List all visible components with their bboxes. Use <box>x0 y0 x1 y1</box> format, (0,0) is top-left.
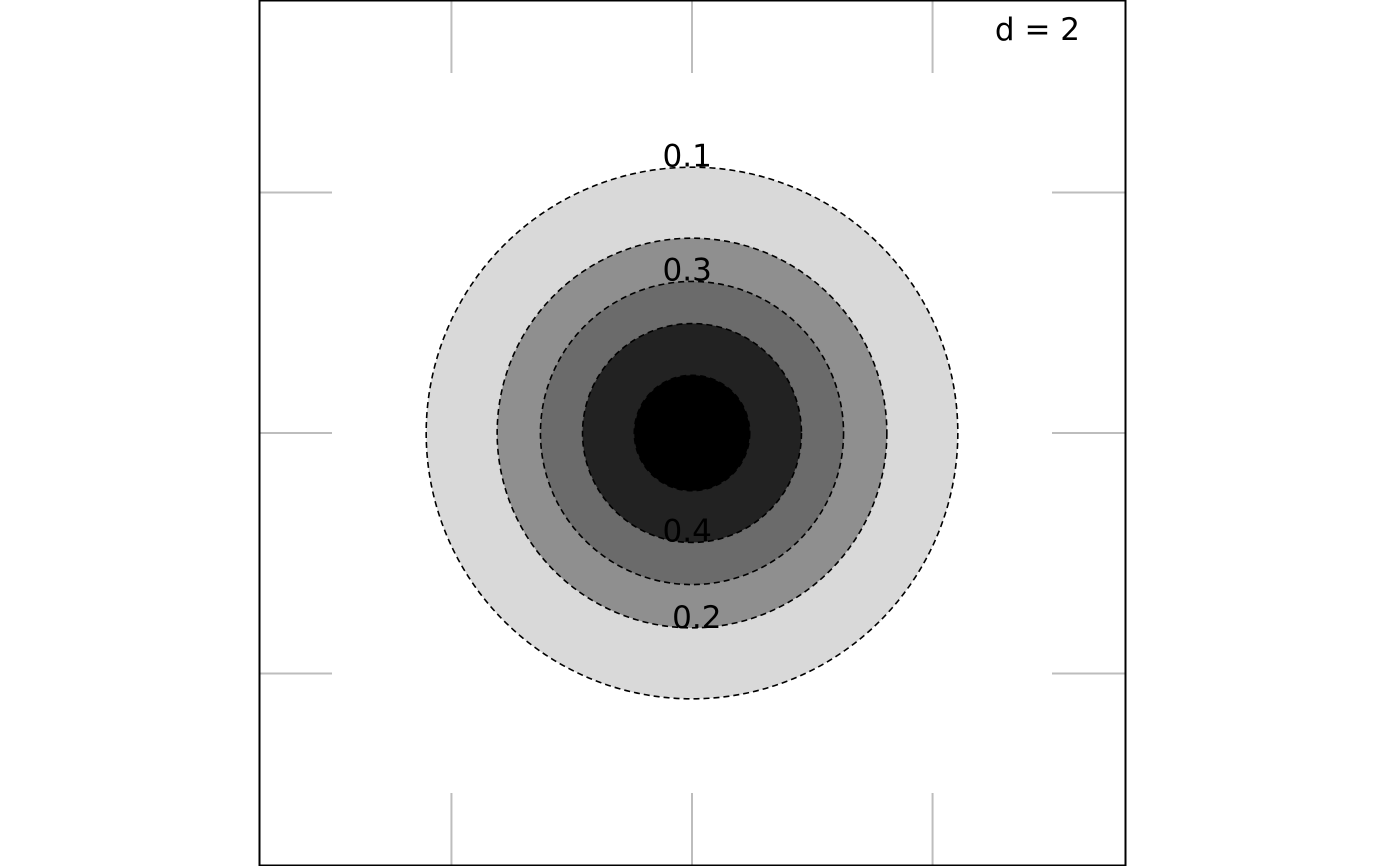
dimension-annotation: d = 2 <box>995 12 1080 48</box>
contour-line-0-2 <box>496 237 888 629</box>
contour-label-0-4: 0.4 <box>663 514 712 550</box>
contour-line-0-5 <box>633 374 751 492</box>
contour-fills <box>426 167 958 699</box>
contour-band-0-5 <box>634 375 750 491</box>
contour-label-0-3: 0.3 <box>663 253 712 289</box>
contour-lines <box>425 166 959 700</box>
contour-line-0-1 <box>425 166 959 700</box>
contour-label-0-2: 0.2 <box>672 600 721 636</box>
contour-line-0-4 <box>581 322 803 544</box>
contour-labels: 0.1 0.3 0.4 0.2 <box>663 138 722 636</box>
contour-label-0-1: 0.1 <box>663 138 712 174</box>
axis-ticks <box>259 0 1125 866</box>
contour-line-0-3 <box>539 280 845 586</box>
